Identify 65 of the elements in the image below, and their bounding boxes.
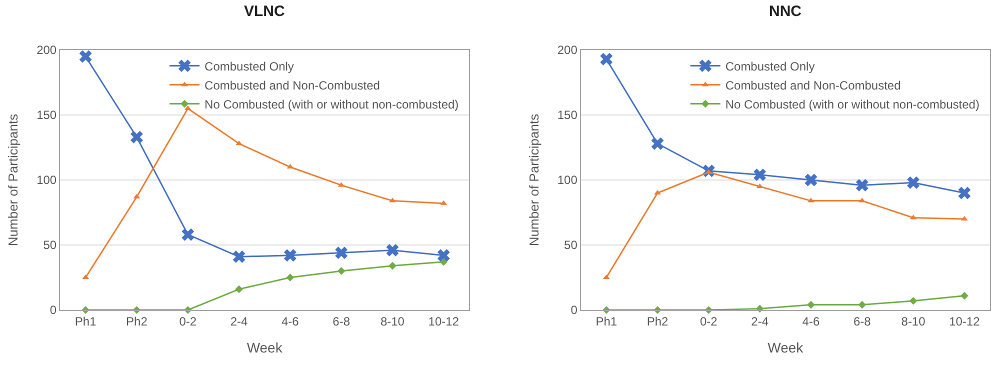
point xyxy=(858,300,866,309)
point xyxy=(386,244,399,256)
point xyxy=(388,262,396,270)
chart-title: VLNC xyxy=(244,3,285,20)
point xyxy=(437,249,450,262)
point xyxy=(808,198,814,202)
point xyxy=(960,292,968,300)
point xyxy=(907,176,920,189)
x-tick-label: 6-8 xyxy=(853,314,872,328)
x-tick-label: 2-4 xyxy=(230,314,248,328)
y-tick-label: 0 xyxy=(50,303,57,318)
point xyxy=(335,246,348,260)
x-tick-label: 10-12 xyxy=(949,314,980,328)
point xyxy=(440,258,448,266)
legend-label: No Combusted (with or without non-combusted) xyxy=(725,97,980,112)
point xyxy=(754,168,766,182)
x-tick-label: Ph2 xyxy=(646,314,669,328)
point xyxy=(182,228,194,241)
point xyxy=(236,140,242,146)
y-tick-label: 150 xyxy=(557,108,578,122)
point xyxy=(286,274,294,282)
legend-label: Combusted Only xyxy=(204,59,294,74)
chart-title: NNC xyxy=(769,3,802,20)
x-tick-label: 4-6 xyxy=(282,314,300,328)
x-axis-title: Week xyxy=(768,340,804,356)
x-tick-label: 0-2 xyxy=(700,314,718,328)
point xyxy=(600,52,613,66)
x-tick-label: 2-4 xyxy=(751,314,769,328)
y-tick-label: 50 xyxy=(43,238,57,252)
point xyxy=(807,300,815,309)
point xyxy=(909,297,918,305)
point xyxy=(856,178,868,192)
y-tick-label: 200 xyxy=(557,43,578,58)
legend-label: No Combusted (with or without non-combusted) xyxy=(204,97,459,112)
point xyxy=(232,250,246,263)
legend-label: Combusted Only xyxy=(725,59,815,74)
point xyxy=(130,130,143,144)
point xyxy=(337,267,346,275)
point xyxy=(389,198,396,202)
point xyxy=(284,249,296,262)
y-tick-label: 200 xyxy=(36,43,57,58)
legend-label: Combusted and Non-Combusted xyxy=(725,78,901,92)
y-tick-label: 150 xyxy=(36,108,57,122)
x-tick-label: Ph1 xyxy=(74,314,97,328)
x-tick-label: 10-12 xyxy=(428,314,460,328)
y-axis-title: Number of Participants xyxy=(6,113,21,246)
point xyxy=(79,50,92,63)
x-tick-label: 8-10 xyxy=(901,314,926,328)
point xyxy=(651,137,664,150)
x-tick-label: Ph1 xyxy=(596,314,618,328)
point xyxy=(235,285,243,294)
y-axis-title: Number of Participants xyxy=(526,113,542,246)
x-tick-label: 0-2 xyxy=(179,314,197,328)
x-tick-label: 6-8 xyxy=(332,314,350,328)
x-tick-label: Ph2 xyxy=(126,314,148,328)
point xyxy=(958,186,971,200)
x-axis-title: Week xyxy=(246,340,284,356)
y-tick-label: 0 xyxy=(570,303,578,318)
point xyxy=(804,174,818,186)
x-tick-label: 4-6 xyxy=(802,314,820,328)
x-tick-label: 8-10 xyxy=(380,314,405,328)
y-tick-label: 100 xyxy=(36,173,57,188)
y-tick-label: 100 xyxy=(557,173,578,188)
legend-label: Combusted and Non-Combusted xyxy=(204,78,380,92)
y-tick-label: 50 xyxy=(564,238,578,252)
